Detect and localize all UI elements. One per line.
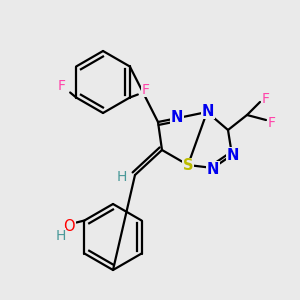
Text: N: N bbox=[227, 148, 239, 163]
Text: N: N bbox=[202, 103, 214, 118]
Text: N: N bbox=[171, 110, 183, 124]
Text: H: H bbox=[55, 229, 66, 242]
Text: F: F bbox=[268, 116, 276, 130]
Text: F: F bbox=[262, 92, 270, 106]
Text: N: N bbox=[207, 161, 219, 176]
Text: O: O bbox=[64, 219, 75, 234]
Text: F: F bbox=[57, 79, 65, 92]
Text: H: H bbox=[117, 170, 127, 184]
Text: S: S bbox=[183, 158, 193, 173]
Text: F: F bbox=[142, 82, 150, 97]
